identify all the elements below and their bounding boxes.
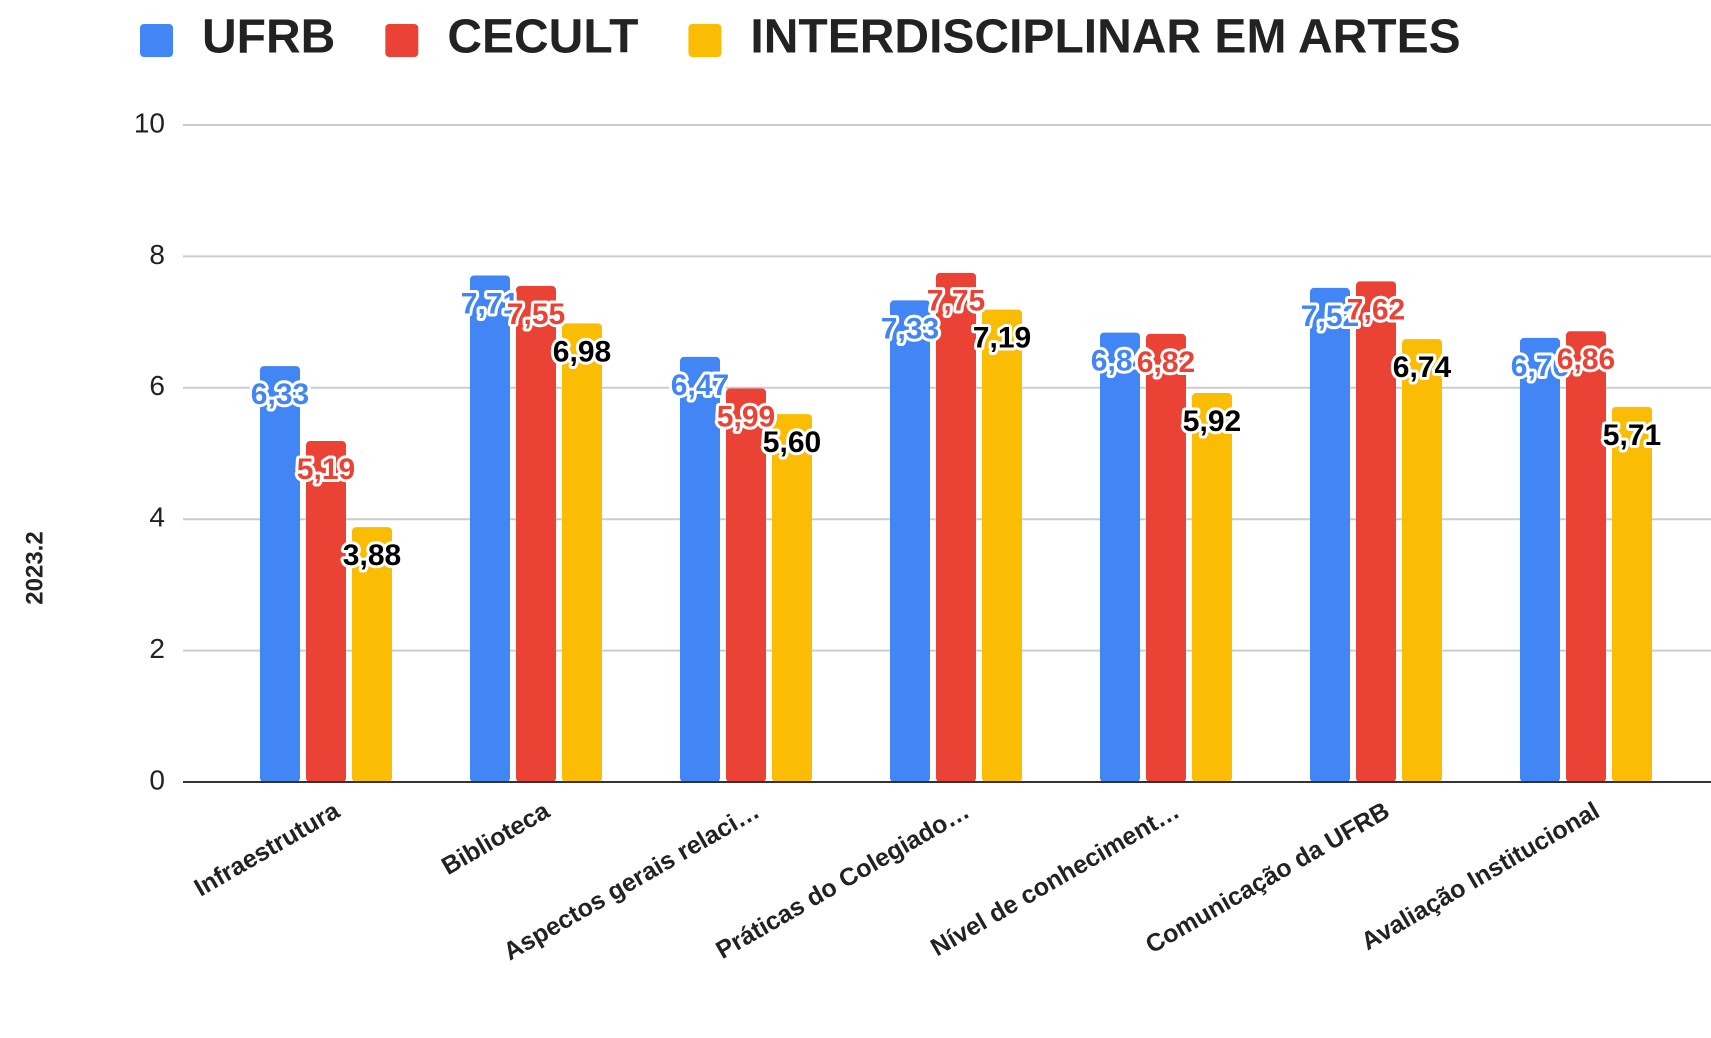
y-tick-label: 6	[149, 370, 165, 401]
data-label: 7,71	[461, 287, 519, 320]
data-label: 6,76	[1511, 350, 1569, 383]
bar	[260, 366, 300, 782]
bar	[562, 323, 602, 782]
bar	[516, 285, 556, 782]
data-label: 6,86	[1557, 343, 1615, 376]
bar	[1192, 393, 1232, 782]
data-label: 7,55	[507, 298, 565, 331]
y-tick-label: 0	[149, 764, 165, 795]
data-label: 5,19	[297, 453, 355, 486]
bar	[1356, 281, 1396, 782]
data-label: 6,98	[553, 335, 611, 368]
bar	[1520, 337, 1560, 782]
bar	[726, 388, 766, 782]
data-label: 6,33	[251, 378, 309, 411]
x-tick-label: Biblioteca	[437, 796, 555, 881]
data-label: 7,75	[927, 285, 985, 318]
bar	[1566, 331, 1606, 782]
data-label: 6,74	[1393, 351, 1452, 384]
legend-label: CECULT	[447, 11, 638, 64]
data-label: 5,92	[1183, 405, 1241, 438]
y-tick-label: 2	[149, 633, 165, 664]
x-tick-label: Infraestrutura	[190, 796, 346, 902]
data-label: 6,82	[1137, 346, 1195, 379]
bar	[306, 441, 346, 782]
data-label: 6,84	[1091, 345, 1150, 378]
data-label: 7,62	[1347, 293, 1405, 326]
data-label: 5,99	[717, 400, 775, 433]
bar	[936, 272, 976, 782]
data-label: 7,19	[973, 322, 1031, 355]
bar	[1612, 406, 1652, 782]
bar	[680, 356, 720, 782]
bar	[1146, 333, 1186, 782]
legend-label: INTERDISCIPLINAR EM ARTES	[750, 11, 1460, 64]
legend-swatch	[140, 24, 173, 57]
data-label: 5,71	[1603, 419, 1661, 452]
legend-swatch	[688, 24, 722, 57]
bar	[772, 414, 812, 782]
data-label: 6,47	[671, 369, 729, 402]
legend-swatch	[385, 24, 419, 57]
data-label: 7,33	[881, 312, 939, 345]
bar	[890, 300, 930, 782]
data-label: 3,88	[343, 539, 401, 572]
bar	[1100, 332, 1140, 782]
bar	[470, 275, 510, 782]
data-label: 5,60	[763, 426, 821, 459]
y-tick-label: 4	[149, 502, 165, 533]
bar	[982, 309, 1022, 782]
bar	[1402, 339, 1442, 782]
bar	[352, 527, 392, 782]
legend-label: UFRB	[202, 11, 335, 64]
y-axis-label: 2023.2	[21, 531, 48, 604]
y-tick-label: 8	[149, 239, 165, 270]
data-label: 7,52	[1301, 300, 1359, 333]
y-tick-label: 10	[134, 107, 165, 138]
bar	[1310, 287, 1350, 782]
